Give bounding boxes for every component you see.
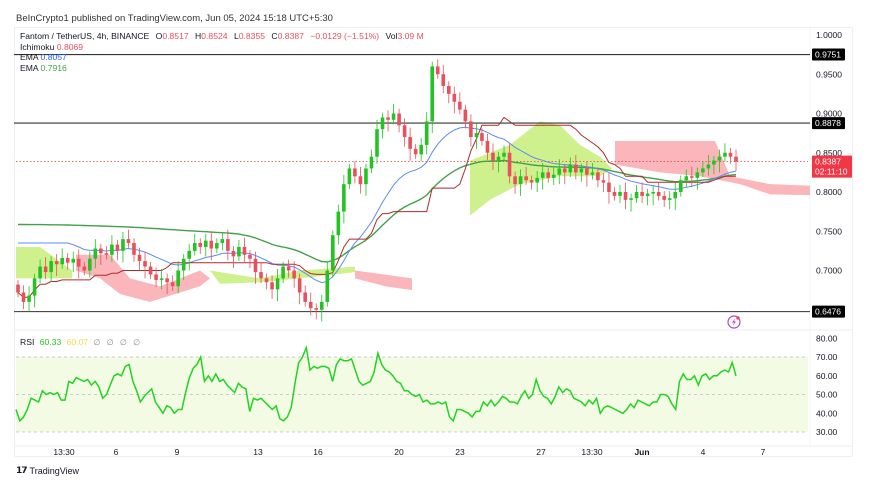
ema-fast-label: EMA [20, 52, 39, 62]
svg-text:16: 16 [313, 447, 323, 457]
close-label: C [271, 31, 278, 41]
chart-frame [14, 27, 853, 457]
tradingview-logo-icon: 𝟭𝟳 [16, 465, 27, 475]
ema-slow-line [18, 159, 737, 263]
rsi-axis[interactable]: 80.00 70.00 60.00 50.00 40.00 30.00 [816, 333, 838, 437]
level-tags: 0.9751 0.8878 0.6476 [812, 48, 845, 318]
ichimoku-base-line [17, 116, 736, 298]
svg-text:60.00: 60.00 [816, 371, 838, 381]
ema-fast-line [18, 126, 737, 284]
rsi-label: RSI [20, 337, 35, 347]
ichimoku-cloud [16, 121, 810, 302]
low-value: 0.8355 [238, 31, 266, 41]
svg-text:0.8387: 0.8387 [815, 157, 841, 167]
svg-text:13:30: 13:30 [53, 447, 75, 457]
rsi-ma-value: 60.07 [66, 337, 89, 347]
publisher-line: BeInCrypto1 published on TradingView.com… [16, 13, 333, 24]
svg-text:23: 23 [455, 447, 465, 457]
rsi-value: 60.33 [39, 337, 62, 347]
volume-label: Vol [385, 31, 398, 41]
symbol-ohlc-row: Fantom / TetherUS, 4h, BINANCE O0.8517 H… [20, 31, 424, 42]
rsi-line [15, 344, 737, 423]
candlesticks [16, 59, 738, 322]
symbol-label[interactable]: Fantom / TetherUS, 4h, BINANCE [20, 31, 150, 41]
svg-text:27: 27 [536, 447, 546, 457]
ema-fast-legend-row[interactable]: EMA 0.8057 [20, 52, 424, 63]
svg-text:0.9000: 0.9000 [816, 109, 842, 119]
open-label: O [155, 31, 163, 41]
svg-text:20: 20 [394, 447, 404, 457]
price-axis[interactable]: 1.0000 0.9500 0.9000 0.8500 0.8000 0.7500 0.70… [816, 30, 842, 276]
svg-text:0.9500: 0.9500 [816, 69, 842, 79]
time-axis[interactable]: 13:30 6 9 13 16 20 23 27 13:30 Jun 4 7 [53, 447, 765, 457]
main-legend: Fantom / TetherUS, 4h, BINANCE O0.8517 H… [20, 31, 424, 73]
open-value: 0.8517 [162, 31, 189, 41]
ema-slow-value: 0.7916 [40, 62, 67, 73]
ichimoku-legend-row[interactable]: Ichimoku 0.8069 [20, 42, 424, 53]
high-label: H [195, 31, 202, 41]
svg-text:1.0000: 1.0000 [816, 30, 842, 40]
volume-value: 3.09 M [397, 31, 424, 41]
ema-fast-value: 0.8057 [40, 52, 67, 62]
svg-text:Jun: Jun [634, 447, 649, 457]
svg-text:50.00: 50.00 [816, 390, 838, 400]
change-value: −0.0129 (−1.51%) [310, 31, 380, 41]
svg-text:13: 13 [253, 447, 263, 457]
low-label: L [233, 31, 239, 41]
horizontal-levels[interactable] [14, 53, 810, 313]
close-value: 0.8387 [277, 31, 304, 41]
svg-text:0.7000: 0.7000 [816, 266, 842, 276]
svg-text:4: 4 [701, 447, 706, 457]
svg-text:9: 9 [175, 447, 180, 457]
high-value: 0.8524 [201, 31, 228, 41]
svg-text:02:11:10: 02:11:10 [815, 167, 848, 177]
svg-text:0.8000: 0.8000 [816, 187, 842, 197]
rsi-placeholder-values: ∅ ∅ ∅ ∅ [93, 338, 143, 347]
svg-text:0.6476: 0.6476 [815, 307, 841, 317]
ichimoku-value: 0.8069 [56, 41, 84, 52]
ema-slow-label: EMA [20, 62, 39, 73]
svg-text:0.9751: 0.9751 [815, 50, 841, 60]
svg-text:40.00: 40.00 [816, 408, 838, 418]
svg-text:0.8878: 0.8878 [815, 118, 841, 128]
svg-text:80.00: 80.00 [816, 333, 838, 343]
svg-text:7: 7 [761, 447, 766, 457]
ema-slow-legend-row[interactable]: EMA 0.7916 [20, 63, 424, 74]
ichimoku-label: Ichimoku [20, 41, 55, 52]
svg-text:6: 6 [114, 447, 119, 457]
footer: 𝟭𝟳 TradingView [16, 465, 79, 476]
tradingview-brand[interactable]: TradingView [29, 465, 80, 476]
svg-text:13:30: 13:30 [581, 447, 603, 457]
svg-text:30.00: 30.00 [816, 427, 838, 437]
lightning-event-icon[interactable] [727, 315, 741, 329]
rsi-legend[interactable]: RSI 60.33 60.07 ∅ ∅ ∅ ∅ [20, 337, 142, 347]
svg-text:70.00: 70.00 [816, 352, 838, 362]
svg-text:0.8500: 0.8500 [816, 148, 842, 158]
svg-text:0.7500: 0.7500 [816, 226, 842, 236]
